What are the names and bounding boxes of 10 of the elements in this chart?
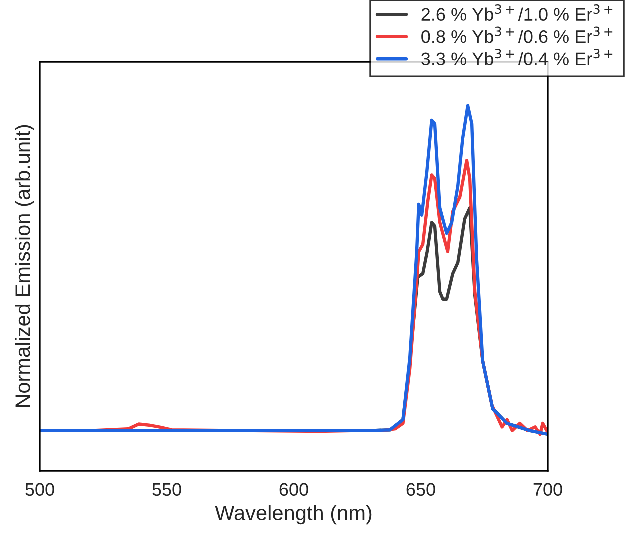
x-tick-label: 650	[406, 483, 436, 496]
x-tick-label: 600	[280, 483, 308, 496]
y-axis-title: Normalized Emission (arb.unit)	[15, 125, 34, 408]
x-tick-label: 500	[26, 483, 54, 496]
legend-label: 3.3 % Yb$^{3+}$/0.4 % Er$^{3+}$	[422, 49, 613, 66]
legend-label: 0.8 % Yb$^{3+}$/0.6 % Er$^{3+}$	[422, 26, 613, 44]
legend-label: 2.6 % Yb$^{3+}$/1.0 % Er$^{3+}$	[422, 4, 613, 21]
x-tick-label: 550	[152, 483, 182, 496]
x-axis-title: Wavelength (nm)	[215, 505, 372, 525]
x-tick-label: 700	[534, 483, 562, 496]
